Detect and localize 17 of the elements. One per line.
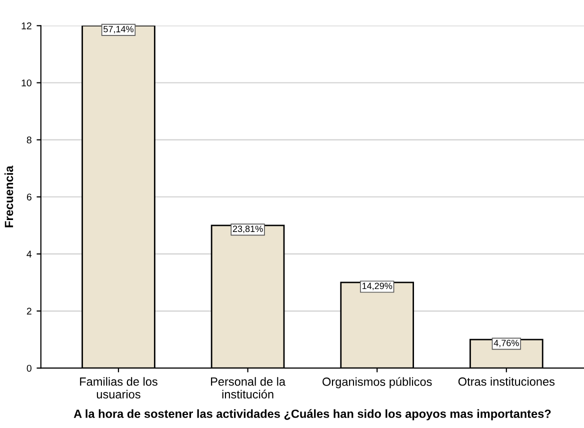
x-tick-label: Familias de los usuarios xyxy=(80,377,158,398)
y-tick-label: 8 xyxy=(26,136,32,144)
x-tick-label: Organismos públicos xyxy=(322,377,432,388)
y-tick-label: 6 xyxy=(26,194,32,200)
annotation: 4,76% xyxy=(494,340,519,348)
y-tick-label: 4 xyxy=(26,250,32,258)
annotation: 14,29% xyxy=(362,282,392,290)
x-tick-label: Otras instituciones xyxy=(458,377,555,386)
x-axis-title: A la hora de sostener las actividades ¿Cuáles han sido los apoyos mas importantes? xyxy=(74,409,551,420)
y-tick-label: 10 xyxy=(22,79,32,86)
y-axis-title: Frecuencia xyxy=(4,166,14,228)
y-tick-label: 12 xyxy=(22,22,32,30)
annotation: 23,81% xyxy=(232,226,263,234)
x-tick-label: Personal de la institución xyxy=(211,377,286,398)
y-tick-label: 0 xyxy=(26,364,32,372)
y-tick-label: 2 xyxy=(26,308,32,315)
annotation: 57,14% xyxy=(104,26,134,34)
